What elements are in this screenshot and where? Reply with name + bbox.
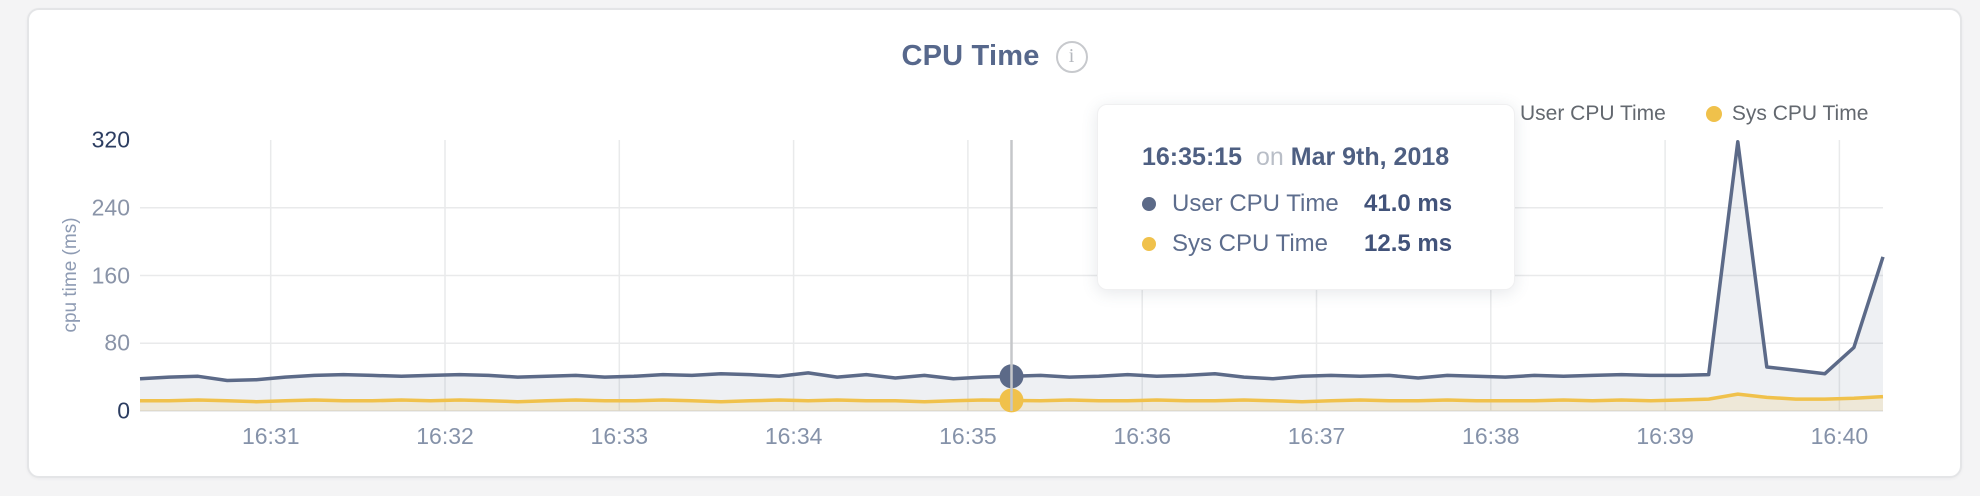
- tooltip-dot-user-icon: [1142, 197, 1156, 211]
- tooltip-row-sys: Sys CPU Time 12.5 ms: [1142, 230, 1514, 258]
- x-tick-16:33: 16:33: [590, 423, 649, 449]
- x-tick-16:38: 16:38: [1462, 423, 1520, 449]
- tooltip-on-word: on: [1255, 143, 1284, 171]
- legend-label-user: User CPU Time: [1520, 102, 1666, 125]
- x-tick-16:39: 16:39: [1636, 423, 1694, 449]
- tooltip-time: 16:35:15: [1142, 143, 1243, 171]
- hover-tooltip: 16:35:15 on Mar 9th, 2018 User CPU Time …: [1097, 104, 1515, 290]
- tooltip-label-sys: Sys CPU Time: [1172, 230, 1329, 257]
- legend-label-sys: Sys CPU Time: [1731, 102, 1869, 125]
- tooltip-value-sys: 12.5 ms: [1364, 230, 1453, 257]
- y-tick-320: 320: [91, 126, 130, 153]
- y-tick-80: 80: [104, 329, 130, 356]
- x-axis-tick-labels: 16:31 16:32 16:33 16:34 16:35 16:36 16:37 16:38…: [140, 423, 1883, 451]
- tooltip-dot-sys-icon: [1142, 237, 1156, 251]
- x-tick-16:40: 16:40: [1810, 423, 1869, 449]
- chart-card: CPU Time i User CPU Time Sys CPU Time cp…: [27, 8, 1962, 478]
- x-tick-16:37: 16:37: [1287, 423, 1346, 449]
- y-tick-240: 240: [91, 194, 130, 221]
- tooltip-row-user: User CPU Time 41.0 ms: [1142, 190, 1514, 218]
- x-tick-16:34: 16:34: [764, 423, 823, 449]
- x-tick-16:32: 16:32: [416, 423, 474, 449]
- tooltip-connector: [1249, 143, 1256, 171]
- legend-dot-sys-icon: [1705, 106, 1722, 122]
- chart-title: CPU Time: [901, 40, 1040, 72]
- info-icon[interactable]: i: [1055, 40, 1088, 73]
- x-tick-16:31: 16:31: [241, 423, 300, 449]
- x-tick-16:36: 16:36: [1113, 423, 1171, 449]
- tooltip-label-user: User CPU Time: [1172, 190, 1339, 217]
- chart-legend: User CPU Time Sys CPU Time: [1494, 102, 1868, 126]
- chart-plot-area[interactable]: [139, 139, 1885, 413]
- chart-svg: [139, 139, 1885, 413]
- chart-header: CPU Time i: [29, 40, 1960, 73]
- y-tick-0: 0: [117, 397, 130, 424]
- legend-item-sys-cpu-time[interactable]: Sys CPU Time: [1705, 102, 1869, 126]
- tooltip-header: 16:35:15 on Mar 9th, 2018: [1142, 143, 1514, 172]
- tooltip-value-user: 41.0 ms: [1364, 190, 1453, 217]
- legend-item-user-cpu-time[interactable]: User CPU Time: [1494, 102, 1666, 126]
- x-tick-16:35: 16:35: [939, 423, 997, 449]
- tooltip-date: Mar 9th, 2018: [1290, 143, 1450, 171]
- y-tick-160: 160: [91, 262, 130, 288]
